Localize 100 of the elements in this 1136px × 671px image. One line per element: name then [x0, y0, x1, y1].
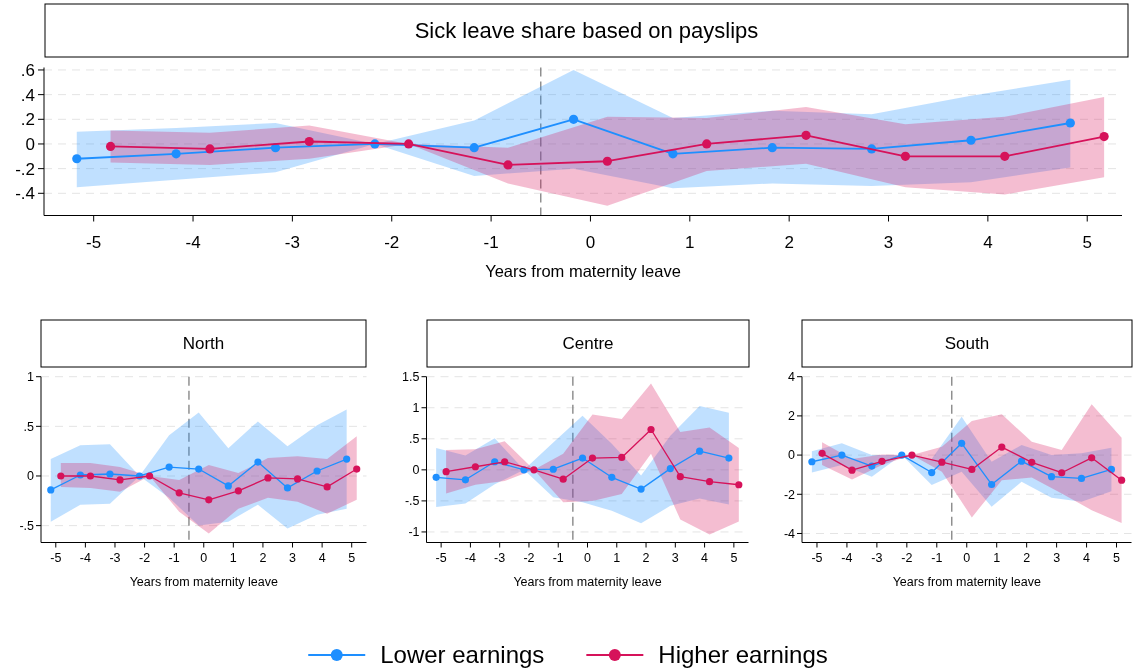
- x-tick-label: -1: [168, 550, 180, 565]
- point: [578, 454, 587, 462]
- legend-label: Higher earnings: [658, 641, 828, 669]
- point: [808, 458, 816, 466]
- x-tick-label: 3: [671, 550, 679, 565]
- x-tick-label: 5: [1082, 232, 1092, 252]
- point: [588, 454, 597, 462]
- y-tick-label: .5: [23, 419, 35, 434]
- point: [195, 465, 203, 473]
- y-tick-label: 1: [412, 401, 420, 416]
- x-tick-label: 5: [348, 550, 356, 565]
- point: [343, 455, 351, 463]
- point: [998, 443, 1006, 451]
- x-tick-label: -2: [384, 232, 400, 252]
- point: [666, 465, 674, 473]
- point: [283, 484, 292, 492]
- x-tick-label: 0: [585, 232, 596, 252]
- point: [57, 472, 65, 480]
- x-tick-label: 0: [584, 550, 592, 565]
- point: [106, 470, 114, 478]
- point: [1077, 474, 1086, 483]
- point: [705, 478, 714, 486]
- x-tick-label: 0: [963, 550, 971, 565]
- x-tick-label: -5: [811, 550, 823, 565]
- point: [264, 474, 272, 482]
- point: [928, 468, 936, 477]
- point: [1099, 131, 1109, 142]
- point: [323, 483, 331, 491]
- point: [801, 130, 811, 140]
- point: [1028, 458, 1036, 466]
- y-tick-label: 4: [788, 370, 796, 385]
- y-tick-label: 0: [27, 469, 35, 484]
- point: [116, 476, 124, 484]
- point: [908, 451, 916, 459]
- x-tick-label: 5: [730, 550, 738, 565]
- x-tick-label: 4: [1083, 550, 1091, 565]
- x-tick-label: -4: [841, 550, 853, 565]
- point: [432, 473, 440, 481]
- point: [735, 481, 743, 489]
- y-tick-label: 1: [27, 370, 35, 385]
- point: [900, 151, 911, 161]
- chart-title: Sick leave share based on payslips: [414, 18, 759, 44]
- x-tick-label: 3: [289, 550, 297, 565]
- point: [461, 476, 470, 484]
- x-axis-title: Years from maternity leave: [485, 261, 681, 280]
- x-tick-label: 1: [613, 550, 621, 565]
- y-tick-label: 1.5: [402, 370, 420, 385]
- x-tick-label: 0: [200, 550, 208, 565]
- x-axis-title: Years from maternity leave: [129, 574, 278, 589]
- point: [1065, 118, 1075, 128]
- point: [676, 473, 684, 481]
- y-tick-label: -2: [783, 487, 796, 502]
- x-tick-label: -5: [435, 550, 447, 565]
- point: [205, 144, 215, 154]
- x-tick-label: 3: [883, 232, 894, 252]
- y-tick-label: .2: [20, 110, 35, 130]
- x-axis-title: Years from maternity leave: [892, 574, 1041, 589]
- point: [968, 465, 976, 473]
- x-tick-label: 5: [1113, 550, 1121, 565]
- point: [637, 485, 645, 493]
- point: [234, 487, 242, 495]
- point: [293, 475, 302, 483]
- point: [618, 453, 626, 462]
- point: [313, 467, 321, 475]
- x-axis-title: Years from maternity leave: [513, 574, 662, 589]
- point: [602, 156, 612, 166]
- y-tick-label: .4: [20, 85, 35, 105]
- x-tick-label: -3: [494, 550, 506, 565]
- point: [146, 472, 154, 480]
- point: [568, 114, 579, 124]
- point: [938, 458, 946, 466]
- point: [205, 496, 213, 504]
- point: [608, 473, 616, 481]
- point: [224, 482, 232, 490]
- point: [696, 447, 704, 455]
- point: [175, 489, 183, 497]
- x-tick-label: -3: [871, 550, 883, 565]
- x-tick-label: 4: [318, 550, 326, 565]
- point: [171, 149, 181, 159]
- point: [353, 465, 361, 473]
- x-tick-label: 1: [685, 232, 695, 252]
- x-tick-label: 4: [983, 232, 993, 252]
- x-tick-label: 2: [259, 550, 267, 565]
- point: [559, 475, 567, 483]
- point: [988, 480, 996, 489]
- point: [501, 458, 509, 466]
- y-tick-label: -1: [408, 525, 420, 540]
- point: [530, 466, 538, 474]
- x-tick-label: -4: [79, 550, 91, 565]
- point: [1000, 151, 1010, 161]
- x-tick-label: -5: [50, 550, 62, 565]
- point: [702, 139, 712, 149]
- point: [442, 468, 450, 476]
- x-tick-label: -4: [185, 232, 201, 252]
- x-tick-label: -2: [523, 550, 535, 565]
- y-tick-label: 2: [788, 409, 796, 424]
- x-tick-label: -1: [552, 550, 564, 565]
- point: [1118, 476, 1126, 484]
- point: [469, 143, 479, 153]
- x-tick-label: -3: [284, 232, 300, 252]
